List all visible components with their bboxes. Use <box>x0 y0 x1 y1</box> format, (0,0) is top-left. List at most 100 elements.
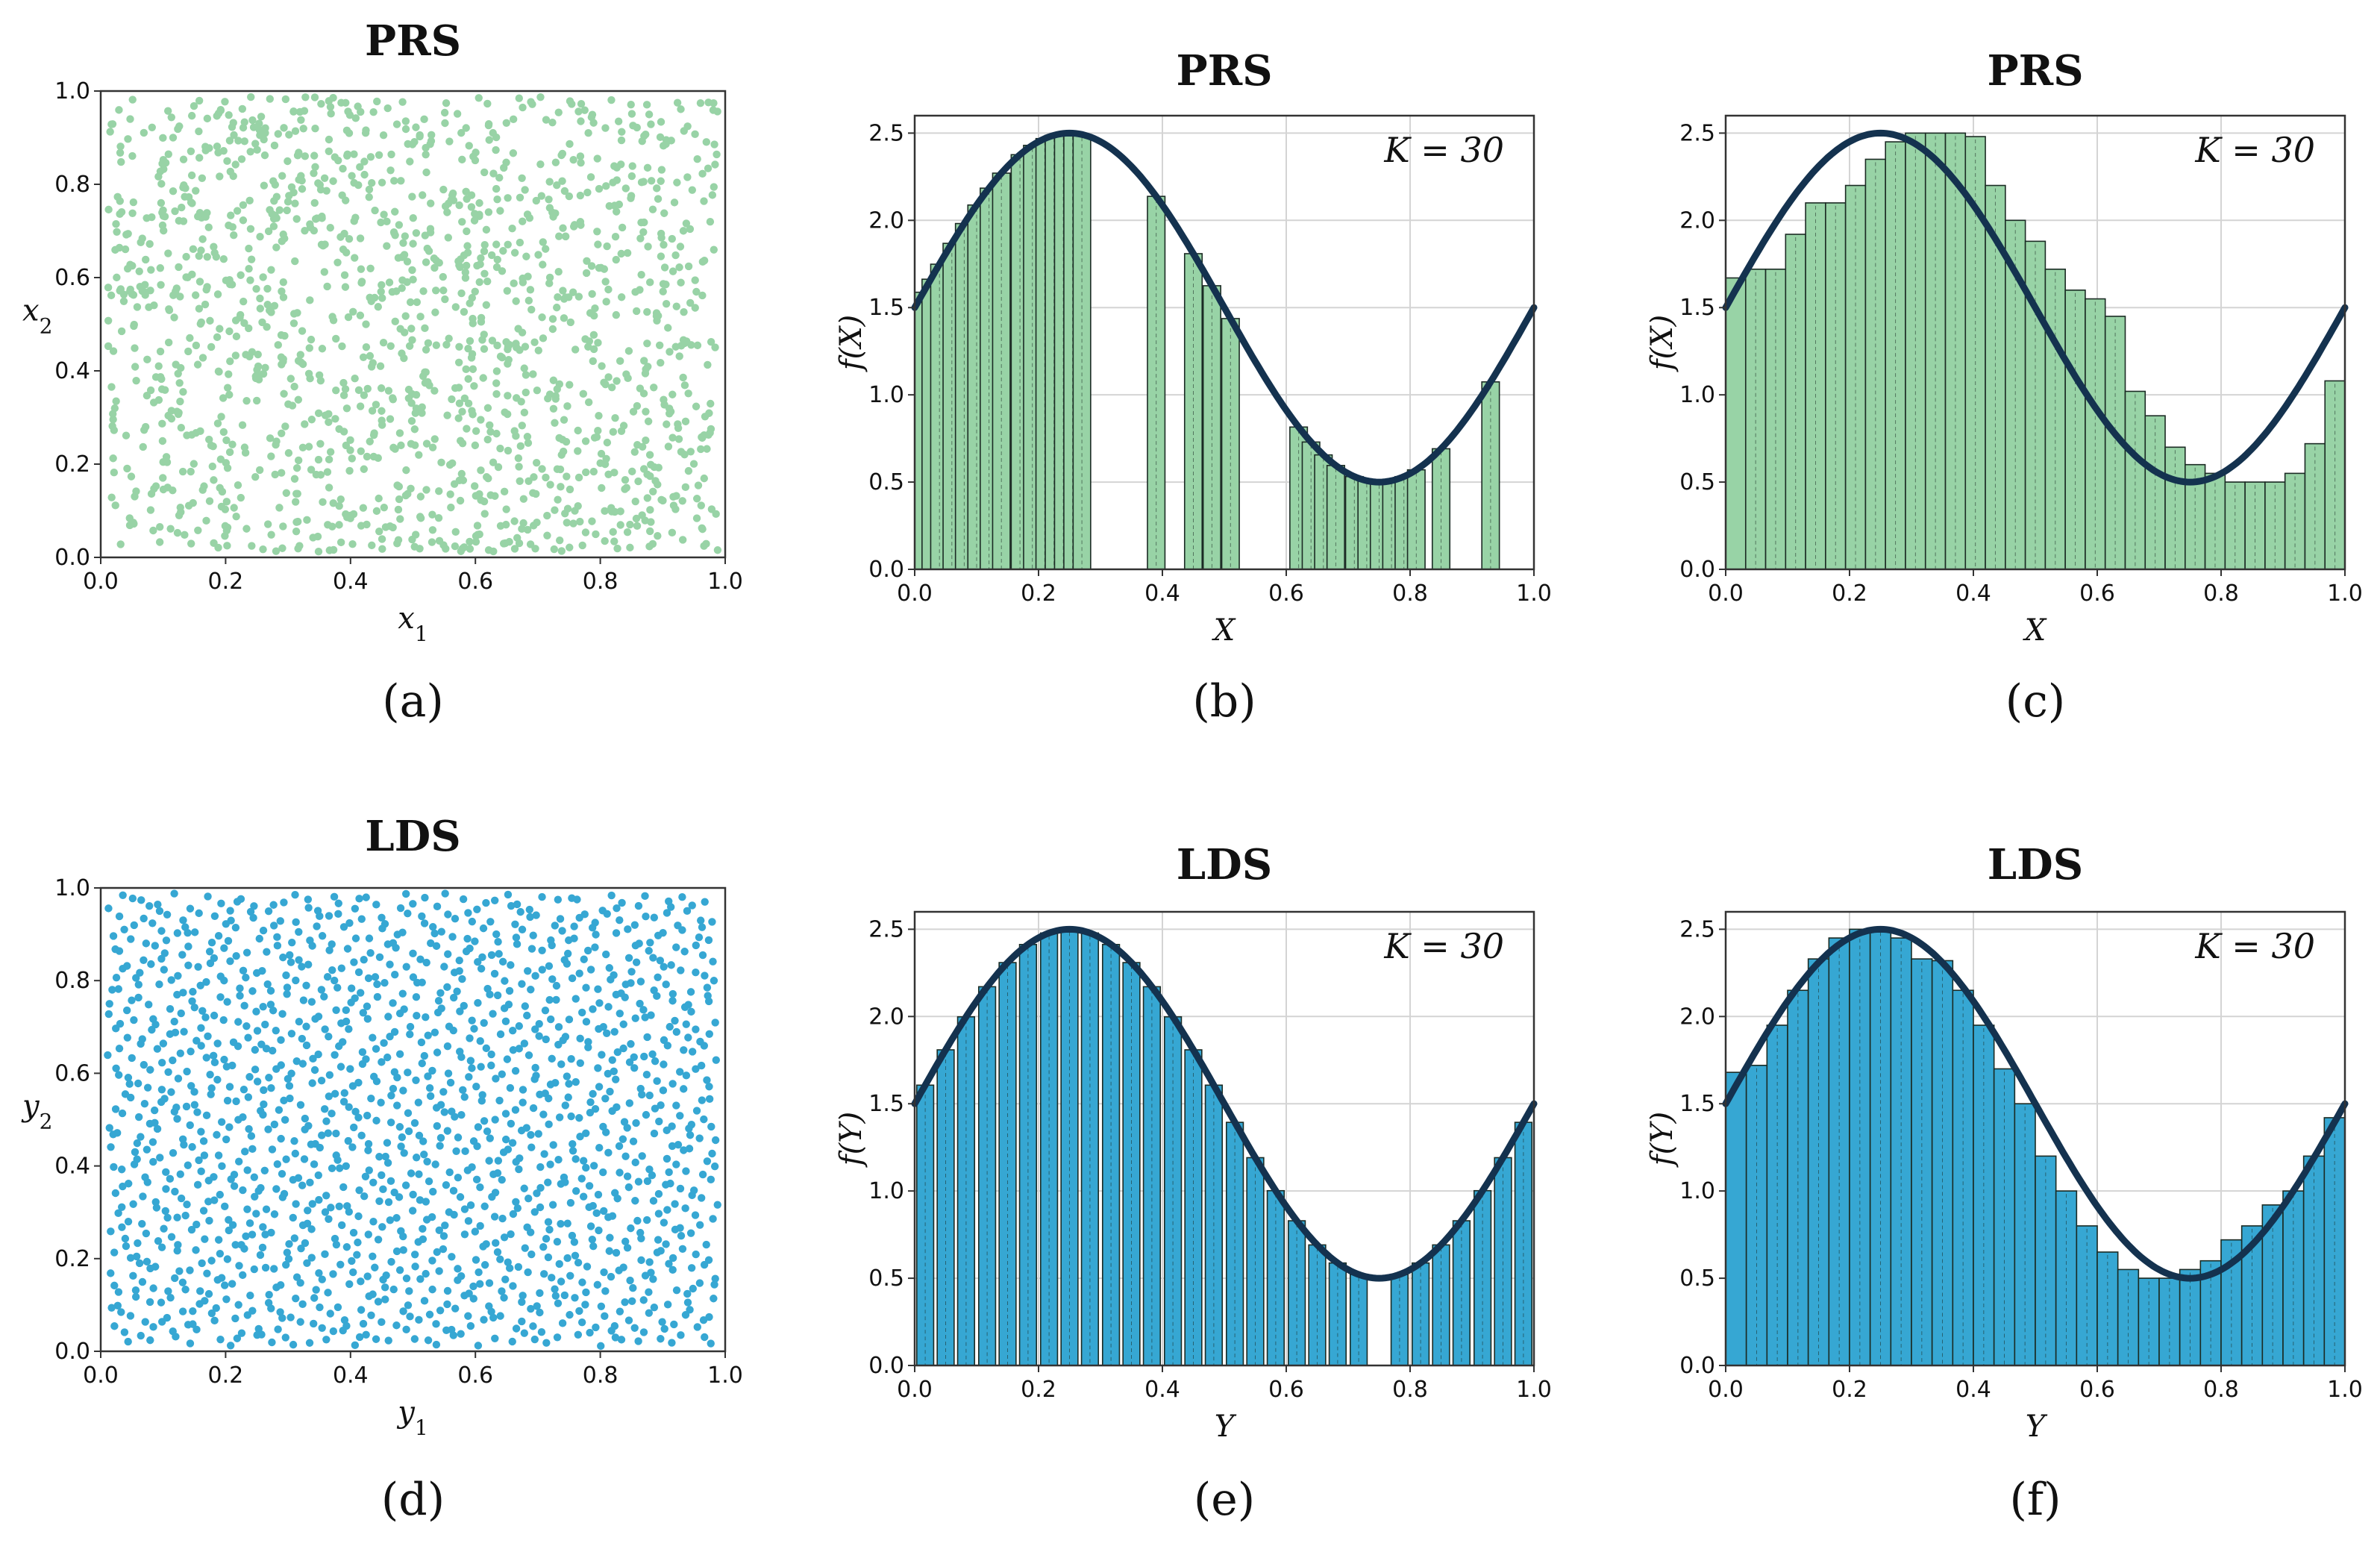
scatter-point <box>196 1287 204 1295</box>
scatter-point <box>373 980 381 989</box>
scatter-point <box>443 983 451 992</box>
scatter-point <box>269 901 278 909</box>
scatter-point <box>643 1033 651 1042</box>
scatter-point <box>389 999 397 1007</box>
scatter-point <box>163 458 172 466</box>
scatter-point <box>173 1213 181 1221</box>
scatter-point <box>354 1212 363 1221</box>
scatter-point <box>455 399 464 407</box>
scatter-point <box>523 1011 531 1020</box>
scatter-point <box>104 904 113 913</box>
scatter-point <box>304 960 313 969</box>
scatter-point <box>425 1083 434 1092</box>
scatter-point <box>354 181 363 190</box>
x-tick-label: 0.2 <box>208 569 244 595</box>
scatter-point <box>480 1202 489 1210</box>
scatter-point <box>666 348 674 356</box>
scatter-point <box>646 506 654 514</box>
scatter-point <box>463 425 471 433</box>
scatter-point <box>283 206 291 215</box>
scatter-point <box>338 342 346 351</box>
scatter-point <box>512 1157 520 1166</box>
scatter-point <box>589 1005 597 1013</box>
scatter-point <box>644 243 652 251</box>
x-axis-label: Y <box>1215 1409 1237 1444</box>
scatter-point <box>616 357 624 366</box>
x-tick-label: 0.8 <box>2203 581 2239 607</box>
scatter-point <box>443 208 451 216</box>
scatter-point <box>653 184 661 193</box>
scatter-point <box>489 458 498 466</box>
scatter-point <box>621 1298 629 1307</box>
scatter-point <box>252 969 261 977</box>
scatter-point <box>337 1019 345 1027</box>
scatter-point <box>492 263 501 272</box>
scatter-point <box>647 120 655 128</box>
scatter-point <box>266 95 275 103</box>
scatter-point <box>355 1186 363 1195</box>
scatter-point <box>668 1254 677 1263</box>
scatter-point <box>121 1234 130 1243</box>
scatter-point <box>245 1219 254 1227</box>
scatter-point <box>329 93 337 102</box>
scatter-point <box>519 1086 527 1094</box>
scatter-point <box>509 115 518 124</box>
scatter-point <box>485 1157 493 1165</box>
scatter-point <box>631 1158 639 1167</box>
scatter-point <box>143 1257 151 1266</box>
scatter-point <box>538 946 546 954</box>
scatter-point <box>325 135 333 144</box>
scatter-point <box>592 530 600 539</box>
scatter-point <box>172 360 180 369</box>
scatter-point <box>207 1309 216 1318</box>
scatter-point <box>420 115 428 124</box>
scatter-point <box>538 892 546 901</box>
scatter-point <box>122 431 131 439</box>
scatter-point <box>310 1066 319 1074</box>
scatter-point <box>691 304 699 312</box>
scatter-point <box>492 240 501 248</box>
scatter-point <box>386 166 395 175</box>
scatter-point <box>270 301 279 310</box>
scatter-point <box>207 939 216 947</box>
scatter-point <box>642 407 650 416</box>
scatter-point <box>676 243 685 251</box>
scatter-point <box>681 1204 689 1213</box>
scatter-point <box>321 1208 330 1216</box>
scatter-point <box>391 971 399 979</box>
scatter-point <box>157 1243 166 1251</box>
scatter-point <box>390 177 398 185</box>
scatter-point <box>532 458 541 467</box>
scatter-point <box>383 242 391 250</box>
scatter-point <box>607 1272 616 1281</box>
scatter-point <box>680 1146 688 1154</box>
scatter-point <box>519 1098 527 1107</box>
scatter-point <box>682 1020 690 1028</box>
scatter-point <box>278 429 286 437</box>
scatter-point <box>267 1304 275 1312</box>
scatter-point <box>676 1184 685 1193</box>
scatter-point <box>281 1116 289 1124</box>
scatter-point <box>526 286 535 294</box>
x-tick-label: 0.4 <box>1955 1377 1991 1403</box>
scatter-point <box>496 1030 505 1039</box>
scatter-point <box>645 1165 654 1174</box>
scatter-point <box>360 955 368 964</box>
scatter-point <box>650 913 659 922</box>
scatter-point <box>428 538 436 546</box>
scatter-point <box>351 904 360 913</box>
scatter-point <box>601 1287 610 1295</box>
x-tick-label: 0.0 <box>897 581 933 607</box>
scatter-point <box>613 1048 622 1057</box>
scatter-point <box>455 342 463 351</box>
scatter-point <box>660 1060 668 1069</box>
scatter-point <box>223 542 231 550</box>
scatter-point <box>583 188 592 197</box>
scatter-point <box>456 263 464 272</box>
scatter-point <box>305 1339 314 1347</box>
scatter-point <box>486 421 494 430</box>
scatter-point <box>154 362 163 370</box>
scatter-point <box>510 517 519 525</box>
scatter-point <box>278 287 286 295</box>
scatter-point <box>112 220 120 228</box>
